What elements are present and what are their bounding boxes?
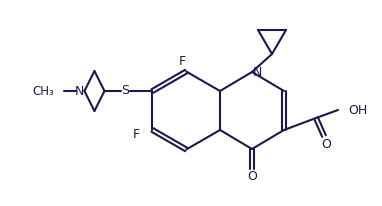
Text: O: O bbox=[247, 171, 257, 184]
Text: N: N bbox=[75, 84, 84, 97]
Text: OH: OH bbox=[348, 103, 367, 117]
Text: F: F bbox=[179, 55, 186, 68]
Text: N: N bbox=[253, 67, 262, 80]
Text: O: O bbox=[321, 137, 331, 151]
Text: CH₃: CH₃ bbox=[33, 84, 55, 97]
Text: S: S bbox=[121, 83, 129, 96]
Text: F: F bbox=[133, 129, 140, 142]
